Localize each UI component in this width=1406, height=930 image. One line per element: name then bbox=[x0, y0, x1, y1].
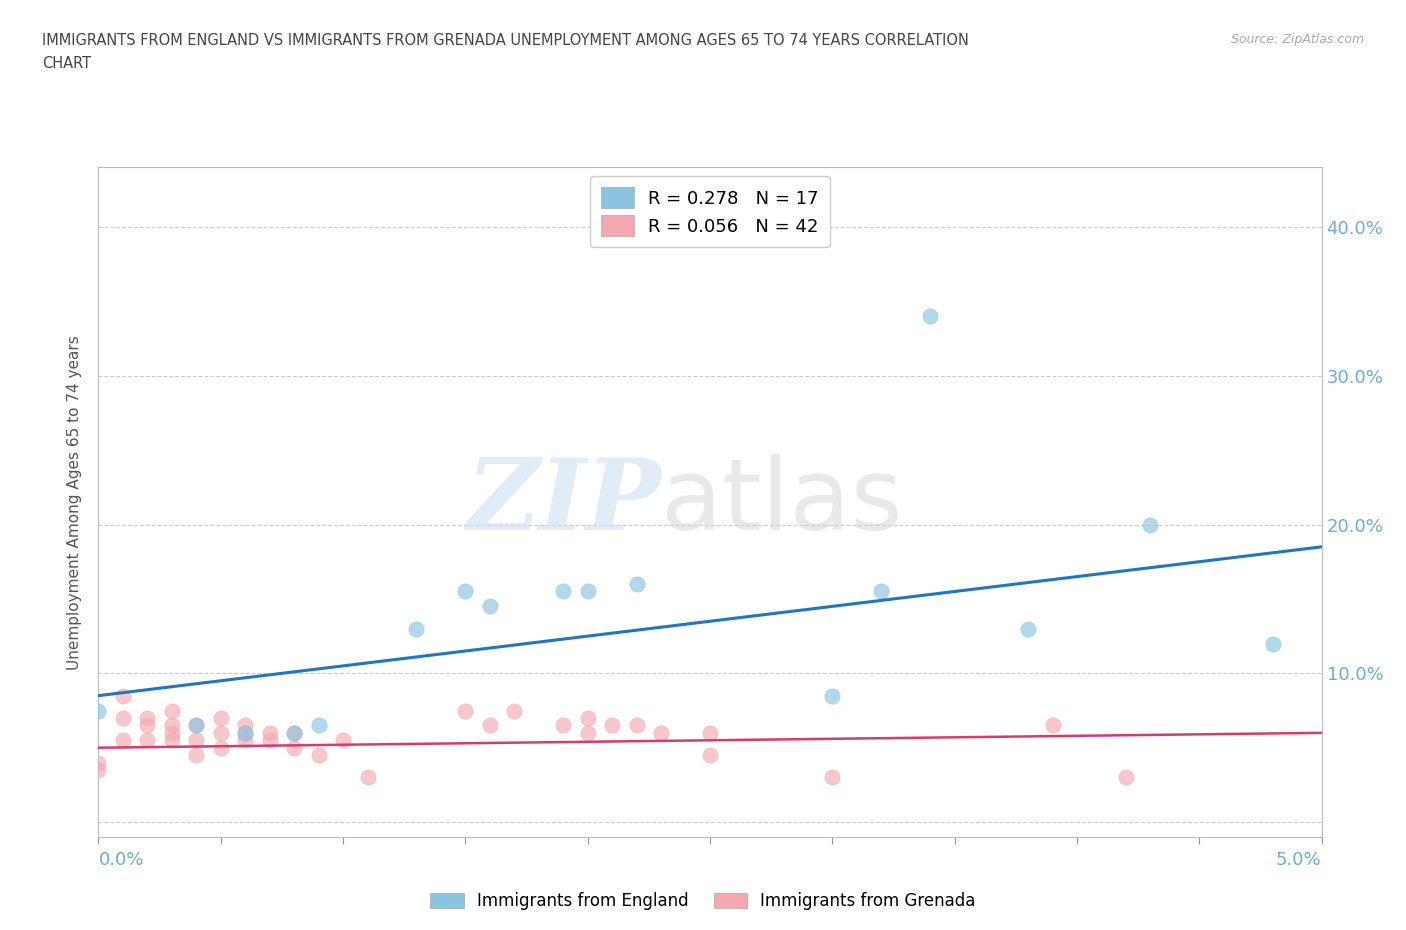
Point bbox=[600, 718, 623, 733]
Legend: Immigrants from England, Immigrants from Grenada: Immigrants from England, Immigrants from… bbox=[423, 885, 983, 917]
Point bbox=[870, 584, 893, 599]
Point bbox=[186, 733, 208, 748]
Point bbox=[209, 725, 232, 740]
Point bbox=[576, 584, 599, 599]
Point bbox=[1261, 636, 1284, 651]
Point bbox=[821, 688, 844, 703]
Point bbox=[160, 703, 183, 718]
Point bbox=[136, 733, 159, 748]
Point bbox=[650, 725, 672, 740]
Point bbox=[259, 733, 281, 748]
Point bbox=[1017, 621, 1039, 636]
Point bbox=[699, 725, 721, 740]
Point bbox=[209, 740, 232, 755]
Point bbox=[576, 725, 599, 740]
Point bbox=[699, 748, 721, 763]
Point bbox=[1139, 517, 1161, 532]
Point bbox=[87, 755, 110, 770]
Point bbox=[356, 770, 378, 785]
Y-axis label: Unemployment Among Ages 65 to 74 years: Unemployment Among Ages 65 to 74 years bbox=[67, 335, 83, 670]
Point bbox=[136, 711, 159, 725]
Point bbox=[626, 718, 648, 733]
Point bbox=[503, 703, 526, 718]
Point bbox=[186, 748, 208, 763]
Text: atlas: atlas bbox=[661, 454, 903, 551]
Point bbox=[920, 309, 942, 324]
Point bbox=[233, 733, 256, 748]
Point bbox=[308, 748, 330, 763]
Point bbox=[111, 688, 134, 703]
Legend: R = 0.278   N = 17, R = 0.056   N = 42: R = 0.278 N = 17, R = 0.056 N = 42 bbox=[591, 177, 830, 247]
Point bbox=[111, 711, 134, 725]
Text: 0.0%: 0.0% bbox=[98, 851, 143, 869]
Point bbox=[186, 718, 208, 733]
Point bbox=[1042, 718, 1064, 733]
Point bbox=[186, 718, 208, 733]
Point bbox=[626, 577, 648, 591]
Point bbox=[454, 703, 477, 718]
Point bbox=[283, 725, 305, 740]
Point bbox=[160, 718, 183, 733]
Text: 5.0%: 5.0% bbox=[1277, 851, 1322, 869]
Point bbox=[209, 711, 232, 725]
Point bbox=[160, 725, 183, 740]
Point bbox=[233, 725, 256, 740]
Point bbox=[553, 718, 575, 733]
Point bbox=[87, 703, 110, 718]
Text: CHART: CHART bbox=[42, 56, 91, 71]
Point bbox=[283, 725, 305, 740]
Point bbox=[478, 718, 501, 733]
Point bbox=[1115, 770, 1137, 785]
Point bbox=[111, 733, 134, 748]
Point bbox=[87, 763, 110, 777]
Text: ZIP: ZIP bbox=[467, 454, 661, 551]
Point bbox=[160, 733, 183, 748]
Point bbox=[233, 725, 256, 740]
Point bbox=[821, 770, 844, 785]
Point bbox=[259, 725, 281, 740]
Point bbox=[478, 599, 501, 614]
Point bbox=[283, 740, 305, 755]
Point bbox=[233, 718, 256, 733]
Point bbox=[332, 733, 354, 748]
Point bbox=[576, 711, 599, 725]
Point bbox=[308, 718, 330, 733]
Point bbox=[454, 584, 477, 599]
Text: Source: ZipAtlas.com: Source: ZipAtlas.com bbox=[1230, 33, 1364, 46]
Point bbox=[136, 718, 159, 733]
Point bbox=[405, 621, 427, 636]
Text: IMMIGRANTS FROM ENGLAND VS IMMIGRANTS FROM GRENADA UNEMPLOYMENT AMONG AGES 65 TO: IMMIGRANTS FROM ENGLAND VS IMMIGRANTS FR… bbox=[42, 33, 969, 47]
Point bbox=[553, 584, 575, 599]
